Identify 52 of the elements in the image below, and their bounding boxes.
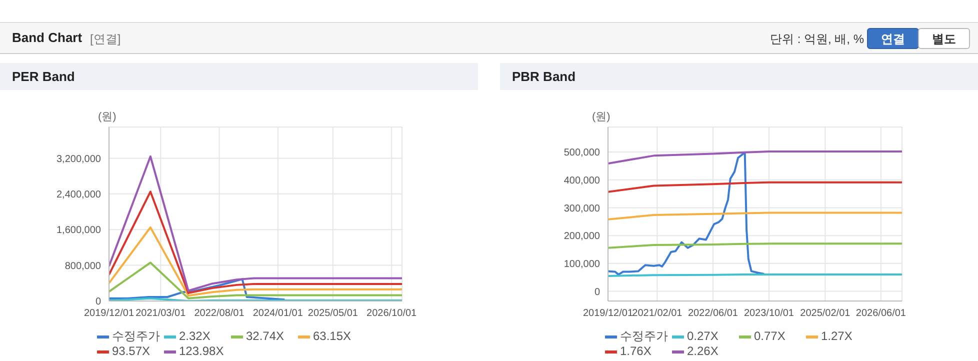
legend-label: 1.76X bbox=[619, 344, 652, 359]
x-tick-label: 2022/06/01 bbox=[688, 308, 738, 320]
legend-label: 63.15X bbox=[312, 329, 352, 344]
x-tick-label: 2025/02/01 bbox=[800, 308, 851, 320]
x-tick-label: 2024/01/01 bbox=[252, 308, 304, 320]
chart-title: PER Band bbox=[12, 69, 75, 84]
x-tick-label: 2019/12/01 bbox=[582, 308, 634, 320]
y-tick-label: 0 bbox=[95, 296, 102, 308]
x-tick-label: 2025/05/01 bbox=[308, 308, 358, 320]
line-series bbox=[608, 152, 766, 276]
y-tick-label: 500,000 bbox=[564, 148, 600, 159]
legend-label: 수정주가 bbox=[111, 329, 161, 344]
x-tick-label: 2022/08/01 bbox=[194, 308, 245, 320]
chart-title: PBR Band bbox=[512, 69, 576, 84]
line-series bbox=[608, 181, 902, 193]
text: 단위 : 억원, 배, % bbox=[770, 31, 864, 48]
y-axis-title: (원) bbox=[592, 110, 610, 124]
y-tick-label: 300,000 bbox=[564, 203, 600, 214]
legend-label: 수정주가 bbox=[619, 329, 669, 344]
x-tick-label: 2019/12/01 bbox=[84, 308, 134, 320]
toggle-button: 연결 bbox=[867, 28, 919, 49]
x-tick-label: 2021/03/01 bbox=[136, 308, 186, 320]
text: Band Chart bbox=[12, 30, 82, 45]
legend-label: 2.26X bbox=[686, 344, 720, 359]
legend-label: 123.98X bbox=[178, 344, 225, 359]
line-series bbox=[109, 226, 402, 297]
y-tick-label: 1,600,000 bbox=[56, 225, 102, 236]
legend-label: 93.57X bbox=[111, 344, 152, 359]
legend-label: 2.32X bbox=[178, 329, 212, 344]
line-series bbox=[608, 212, 902, 220]
line-series bbox=[109, 278, 286, 301]
y-tick-label: 800,000 bbox=[64, 260, 102, 272]
legend-label: 1.27X bbox=[820, 329, 854, 344]
y-tick-label: 0 bbox=[594, 286, 600, 298]
legend-label: 0.27X bbox=[686, 329, 720, 344]
y-tick-label: 200,000 bbox=[564, 231, 600, 242]
legend-label: 0.77X bbox=[753, 329, 786, 344]
line-series bbox=[109, 155, 402, 292]
text: [연결] bbox=[90, 31, 121, 48]
x-tick-label: 2026/10/01 bbox=[366, 308, 418, 320]
line-series bbox=[109, 190, 402, 294]
y-tick-label: 2,400,000 bbox=[56, 189, 102, 200]
y-tick-label: 3,200,000 bbox=[56, 154, 102, 165]
toggle-button: 별도 bbox=[918, 28, 970, 49]
y-tick-label: 100,000 bbox=[564, 258, 600, 270]
x-tick-label: 2021/02/01 bbox=[632, 308, 683, 320]
y-tick-label: 400,000 bbox=[564, 175, 600, 186]
legend-label: 32.74X bbox=[245, 329, 286, 344]
y-axis-title: (원) bbox=[98, 110, 116, 124]
x-tick-label: 2023/10/01 bbox=[744, 308, 794, 320]
line-series bbox=[608, 150, 902, 164]
x-tick-label: 2026/06/01 bbox=[856, 308, 906, 320]
